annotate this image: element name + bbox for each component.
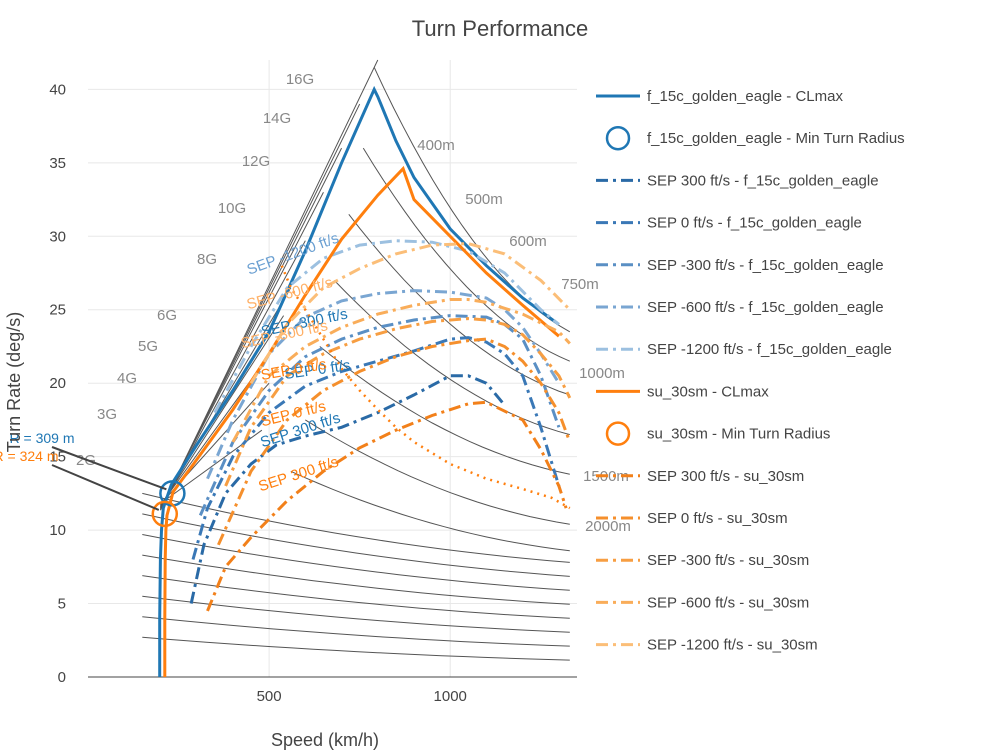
legend-label: SEP 0 ft/s - f_15c_golden_eagle <box>647 215 862 232</box>
y-axis-title: Turn Rate (deg/s) <box>4 312 24 452</box>
sep-series-line <box>206 289 561 480</box>
sep-series-line <box>206 400 568 612</box>
radius-line <box>142 513 570 577</box>
y-tick-label: 30 <box>49 228 66 245</box>
legend-label: SEP -300 ft/s - f_15c_golden_eagle <box>647 257 884 274</box>
y-tick-label: 40 <box>49 81 66 98</box>
g-line-label: 4G <box>117 370 137 387</box>
sep-series-line <box>191 336 561 560</box>
x-axis-title: Speed (km/h) <box>271 730 379 750</box>
radius-line-label: 500m <box>465 191 503 208</box>
legend-label: SEP 300 ft/s - su_30sm <box>647 468 804 485</box>
g-line <box>159 59 379 511</box>
y-tick-label: 15 <box>49 449 66 466</box>
legend-label: f_15c_golden_eagle - Min Turn Radius <box>647 130 905 147</box>
sep-inline-label: SEP -1200 ft/s <box>245 230 341 279</box>
min-turn-radius-marker <box>151 500 179 528</box>
radius-line-label: 400m <box>417 137 455 154</box>
legend-item: SEP -300 ft/s - su_30sm <box>596 552 809 569</box>
y-tick-label: 0 <box>58 669 66 686</box>
annotation-arrow <box>51 446 167 491</box>
legend-item: f_15c_golden_eagle - Min Turn Radius <box>605 125 905 151</box>
legend-item: SEP -1200 ft/s - f_15c_golden_eagle <box>596 341 892 358</box>
annotation-arrow <box>51 464 160 511</box>
legend-item: SEP 0 ft/s - su_30sm <box>596 510 788 527</box>
radius-line <box>142 616 570 647</box>
radius-line-label: 750m <box>561 276 599 293</box>
y-tick-label: 35 <box>49 155 66 172</box>
legend-label: SEP -1200 ft/s - su_30sm <box>647 637 818 654</box>
y-tick-label: 20 <box>49 375 66 392</box>
legend-marker <box>605 421 631 446</box>
legend-item: SEP -1200 ft/s - su_30sm <box>596 637 818 654</box>
g-line <box>160 315 285 507</box>
legend-label: SEP -1200 ft/s - f_15c_golden_eagle <box>647 341 892 358</box>
radius-line <box>142 554 570 605</box>
sep-series-line <box>231 298 571 443</box>
legend-label: SEP -600 ft/s - f_15c_golden_eagle <box>647 299 884 316</box>
radius-line <box>290 470 570 552</box>
g-line-label: 3G <box>97 406 117 423</box>
g-line-label: 12G <box>242 153 270 170</box>
g-line-label: 14G <box>263 110 291 127</box>
clmax-series-line <box>158 85 560 677</box>
legend-item: f_15c_golden_eagle - CLmax <box>596 88 843 105</box>
g-line-label: 16G <box>286 71 314 88</box>
sep-inline-label: SEP -600 ft/s <box>245 274 335 313</box>
annotation-label: R = 324 m <box>0 448 58 464</box>
radius-line <box>305 419 570 525</box>
radius-line <box>142 595 570 633</box>
x-tick-label: 500 <box>257 688 282 705</box>
sep-series-line <box>198 314 561 517</box>
radius-line <box>333 280 570 436</box>
y-tick-label: 10 <box>49 522 66 539</box>
legend-item: SEP 300 ft/s - su_30sm <box>596 468 804 485</box>
annotation-label: R = 309 m <box>10 430 75 446</box>
y-tick-label: 5 <box>58 596 66 613</box>
radius-line-label: 1000m <box>579 365 625 382</box>
g-line-label: 8G <box>197 251 217 268</box>
radius-line <box>142 492 570 563</box>
g-line-label: 5G <box>138 338 158 355</box>
radius-line <box>142 575 570 619</box>
chart-title: Turn Performance <box>412 16 588 41</box>
radius-line <box>142 636 570 661</box>
legend-item: SEP 300 ft/s - f_15c_golden_eagle <box>596 172 879 189</box>
x-tick-label: 1000 <box>434 688 467 705</box>
legend-item: su_30sm - Min Turn Radius <box>605 421 830 446</box>
radius-line-label: 2000m <box>585 518 631 535</box>
legend-label: SEP -300 ft/s - su_30sm <box>647 552 809 569</box>
radius-line <box>142 534 570 591</box>
sep-series-line <box>249 242 571 384</box>
legend-label: su_30sm - Min Turn Radius <box>647 426 830 443</box>
sep-series-line <box>224 317 572 487</box>
legend-label: su_30sm - CLmax <box>647 383 769 400</box>
radius-line-label: 600m <box>509 233 547 250</box>
legend-item: SEP -600 ft/s - su_30sm <box>596 594 809 611</box>
legend-item: su_30sm - CLmax <box>596 383 769 400</box>
radius-line <box>348 213 570 396</box>
legend-item: SEP -600 ft/s - f_15c_golden_eagle <box>596 299 884 316</box>
legend-label: SEP 0 ft/s - su_30sm <box>647 510 788 527</box>
legend-item: SEP -300 ft/s - f_15c_golden_eagle <box>596 257 884 274</box>
legend-marker <box>605 125 631 151</box>
sep-series-line <box>189 374 506 604</box>
g-line-label: 10G <box>218 200 246 217</box>
sep-series-line <box>217 337 572 546</box>
legend-label: SEP -600 ft/s - su_30sm <box>647 594 809 611</box>
legend-item: SEP 0 ft/s - f_15c_golden_eagle <box>596 215 862 232</box>
g-line-label: 6G <box>157 307 177 324</box>
legend-label: f_15c_golden_eagle - CLmax <box>647 88 843 105</box>
y-tick-label: 25 <box>49 302 66 319</box>
legend-label: SEP 300 ft/s - f_15c_golden_eagle <box>647 172 879 189</box>
radius-line <box>319 346 570 475</box>
